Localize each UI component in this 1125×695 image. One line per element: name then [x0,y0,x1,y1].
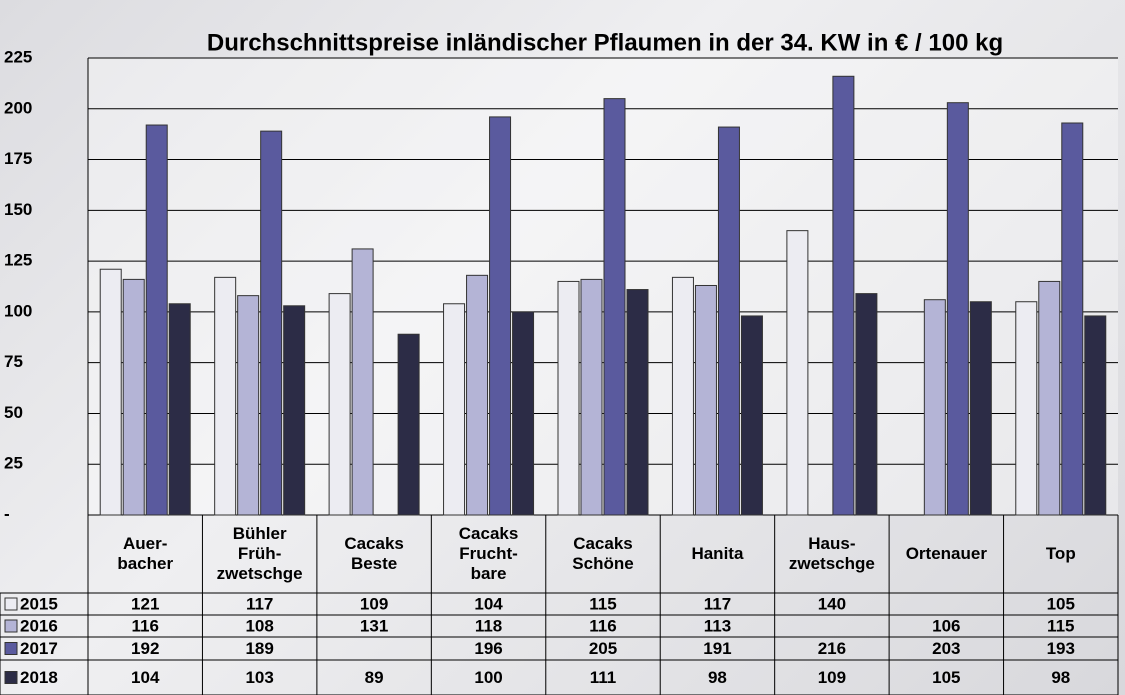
category-label: Top [1004,515,1118,593]
y-tick-label: 150 [4,200,32,219]
legend-key [5,672,17,684]
bar [398,334,419,515]
y-tick-label: 200 [4,98,32,117]
y-tick-label: 75 [4,352,23,371]
chart-page: Durchschnittspreise inländischer Pflaume… [0,0,1125,695]
bar [146,125,167,515]
bar [1016,302,1037,515]
table-value: 121 [131,594,159,613]
legend-label: 2016 [20,616,58,635]
table-value: 98 [708,668,727,687]
bar [604,99,625,515]
table-value: 111 [590,668,617,687]
bar [970,302,991,515]
bar [238,296,259,515]
bar [947,103,968,515]
table-value: 216 [818,639,846,658]
category-label: Hanita [660,515,774,593]
table-value: 108 [245,616,273,635]
table-value: 104 [131,668,160,687]
table-value: 100 [474,668,502,687]
bar [627,290,648,515]
bar [856,294,877,515]
table-value: 106 [932,616,960,635]
category-label: Cacaks Schöne [546,515,660,593]
bar [352,249,373,515]
chart-title: Durchschnittspreise inländischer Pflaume… [207,29,1003,56]
y-tick-label: - [4,504,10,523]
bar [261,131,282,515]
table-value: 113 [704,616,731,635]
table-value: 117 [704,594,731,613]
bar [1062,123,1083,515]
bar [581,279,602,515]
bar [215,277,236,515]
bar [100,269,121,515]
bar [924,300,945,515]
table-value: 89 [365,668,384,687]
table-value: 98 [1051,668,1070,687]
bar [467,275,488,515]
table-value: 189 [245,639,273,658]
table-value: 117 [246,594,273,613]
bar [558,281,579,515]
table-value: 203 [932,639,960,658]
legend-key [5,643,17,655]
y-tick-label: 175 [4,149,32,168]
legend-label: 2018 [20,668,58,687]
bar [513,312,534,515]
table-value: 115 [589,594,616,613]
bar [718,127,739,515]
bar [123,279,144,515]
legend-label: 2017 [20,639,58,658]
bar [787,231,808,515]
category-label: Bühler Früh- zwetschge [202,515,316,593]
table-value: 105 [1047,594,1075,613]
table-value: 104 [474,594,503,613]
table-value: 109 [360,594,388,613]
bar [444,304,465,515]
legend-key [5,620,17,632]
table-value: 196 [474,639,502,658]
category-label: Haus- zwetschge [775,515,889,593]
table-value: 116 [589,616,616,635]
legend-key [5,598,17,610]
table-value: 192 [131,639,159,658]
category-label: Ortenauer [889,515,1003,593]
table-value: 105 [932,668,960,687]
y-tick-label: 50 [4,403,23,422]
bar [1039,281,1060,515]
bar [169,304,190,515]
table-value: 118 [475,616,502,635]
table-value: 103 [245,668,273,687]
table-value: 109 [818,668,846,687]
bar [833,76,854,515]
category-label: Auer- bacher [88,515,202,593]
y-tick-label: 225 [4,47,32,66]
category-label: Cacaks Frucht- bare [431,515,545,593]
table-value: 116 [132,616,159,635]
bar [329,294,350,515]
y-tick-label: 125 [4,251,32,270]
table-value: 140 [818,594,846,613]
table-value: 205 [589,639,617,658]
bar [1085,316,1106,515]
bar [741,316,762,515]
legend-label: 2015 [20,594,58,613]
bar [490,117,511,515]
table-value: 131 [360,616,388,635]
bar [672,277,693,515]
y-tick-label: 25 [4,454,23,473]
y-tick-label: 100 [4,301,32,320]
table-value: 115 [1047,616,1074,635]
table-value: 193 [1047,639,1075,658]
bar [284,306,305,515]
bar [695,285,716,515]
category-label: Cacaks Beste [317,515,431,593]
table-value: 191 [703,639,731,658]
